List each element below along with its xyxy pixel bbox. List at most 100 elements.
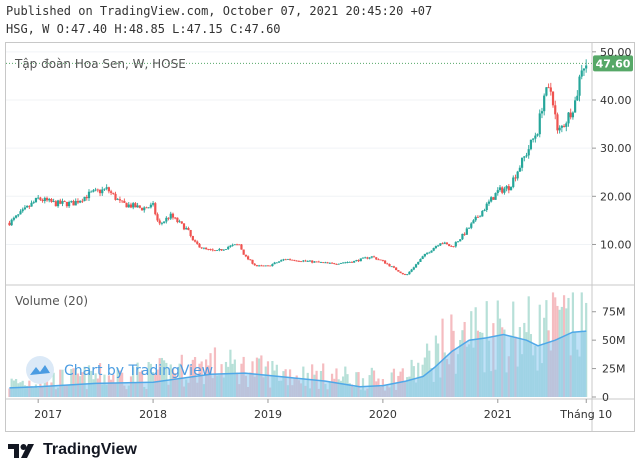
candle-body [503, 188, 506, 193]
candle-body [383, 260, 387, 264]
candle-body [353, 260, 356, 263]
candle-body [445, 242, 449, 245]
candle-body [198, 243, 201, 248]
candle-body [490, 197, 493, 202]
candle-body [105, 187, 108, 189]
candle-body [147, 207, 150, 209]
watermark-logo [26, 356, 54, 384]
candle-body [145, 207, 148, 209]
price-tick-label: 20.00 [600, 190, 632, 203]
candle-body [291, 259, 294, 261]
candle-body [98, 190, 102, 194]
candle-body [189, 229, 192, 237]
tradingview-brand: TradingView [43, 441, 137, 458]
candle-body [68, 202, 71, 207]
candle-body [467, 227, 471, 229]
candle-body [529, 139, 533, 150]
candle-body [229, 245, 232, 247]
candle-body [136, 205, 139, 208]
candle-body [23, 207, 27, 210]
candle-body [565, 123, 568, 127]
candle-body [498, 187, 502, 191]
candle-body [196, 241, 199, 244]
candle-body [439, 243, 442, 246]
candle-body [74, 200, 77, 206]
volume-bar [61, 369, 64, 397]
candle-body [63, 201, 66, 202]
chart-svg[interactable]: 47.60 Tập đoàn Hoa Sen, W, HOSE Volume (… [6, 43, 634, 431]
chart-frame[interactable]: 47.60 Tập đoàn Hoa Sen, W, HOSE Volume (… [5, 42, 635, 432]
candle-body [319, 262, 323, 263]
candle-body [534, 135, 537, 139]
tradingview-logo[interactable]: TradingView [8, 439, 137, 461]
candle-body [37, 197, 40, 199]
volume-bar [344, 366, 347, 397]
volume-bar [158, 358, 161, 397]
candle-body [158, 220, 161, 224]
candle-body [34, 197, 38, 203]
candle-body [187, 228, 190, 230]
candle-body [454, 242, 457, 247]
candle-body [56, 200, 60, 207]
candle-body [450, 246, 453, 247]
candle-body [514, 177, 517, 179]
candle-body [116, 199, 119, 200]
candle-body [231, 244, 234, 246]
candle-body [443, 242, 446, 244]
candle-body [83, 196, 86, 202]
candle-body [163, 221, 166, 223]
candle-body [209, 249, 212, 250]
candle-body [448, 244, 451, 247]
candle-body [81, 200, 84, 202]
candle-body [342, 262, 345, 264]
time-tick-label: 2020 [369, 408, 397, 421]
candle-body [423, 253, 426, 257]
candle-body [461, 233, 464, 240]
candle-body [377, 259, 380, 261]
candle-body [202, 247, 205, 249]
candle-body [337, 263, 340, 265]
candle-body [547, 87, 550, 89]
candle-body [408, 271, 411, 275]
candle-body [114, 193, 117, 200]
volume-tick-label: 0 [602, 391, 609, 404]
volume-label: Volume (20) [15, 294, 88, 308]
candle-body [156, 214, 159, 221]
volume-axis[interactable]: 75M 50M 25M 0 [592, 306, 626, 404]
candle-body [127, 204, 130, 208]
candle-body [571, 112, 575, 118]
candle-body [242, 249, 245, 255]
candle-body [496, 190, 499, 194]
candle-body [297, 261, 301, 262]
volume-bar [59, 369, 62, 397]
volume-bar [213, 347, 217, 397]
volume-layer [8, 292, 588, 397]
candle-body [562, 125, 566, 127]
candle-body [390, 266, 393, 268]
candle-body [574, 100, 577, 113]
volume-bar [83, 366, 86, 397]
candle-body [527, 149, 530, 156]
candle-body [472, 220, 475, 224]
candle-body [96, 189, 99, 191]
candle-body [171, 213, 175, 218]
candle-body [399, 271, 402, 273]
candle-body [456, 241, 460, 243]
candle-body [355, 260, 358, 261]
candle-body [403, 274, 407, 275]
candle-body [452, 246, 455, 248]
candle-body [459, 239, 462, 242]
candle-body [434, 246, 438, 249]
price-axis[interactable]: 50.00 40.00 30.00 20.00 10.00 [592, 46, 632, 252]
candle-body [17, 214, 20, 216]
candle-body [45, 197, 49, 201]
candle-body [90, 191, 93, 193]
candle-body [551, 91, 555, 106]
candle-body [129, 204, 133, 208]
candle-body [32, 202, 35, 203]
candle-body [494, 193, 497, 200]
candle-body [421, 256, 424, 260]
candle-body [585, 65, 588, 69]
svg-text:47.60: 47.60 [596, 57, 631, 70]
time-axis[interactable]: 2017 2018 2019 2020 2021 Tháng 10 [34, 399, 612, 421]
